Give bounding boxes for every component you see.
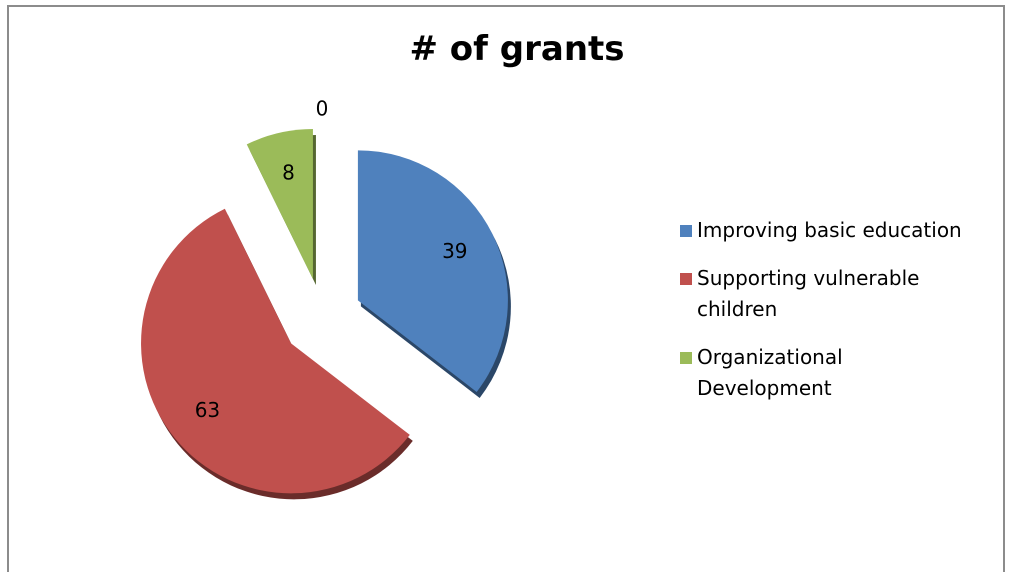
legend-label: Supporting vulnerable children	[697, 266, 920, 321]
data-label: 39	[442, 239, 467, 263]
legend-label: Improving basic education	[697, 218, 962, 242]
pie-slice	[357, 150, 508, 392]
legend: Improving basic education Supporting vuln…	[680, 215, 980, 421]
legend-entry: Improving basic education	[680, 215, 980, 246]
chart-title: # of grants	[409, 29, 624, 69]
legend-entry: Supporting vulnerable children	[680, 263, 980, 325]
chart-frame	[7, 5, 1005, 572]
data-label: 0	[316, 97, 329, 121]
legend-label: Organizational Development	[697, 345, 843, 400]
legend-swatch	[680, 273, 692, 285]
pie-slice	[141, 208, 410, 494]
legend-entry: Organizational Development	[680, 342, 980, 404]
pie-slice	[246, 129, 313, 280]
legend-swatch	[680, 352, 692, 364]
legend-swatch	[680, 225, 692, 237]
data-label: 8	[282, 160, 295, 184]
data-label: 63	[195, 398, 220, 422]
